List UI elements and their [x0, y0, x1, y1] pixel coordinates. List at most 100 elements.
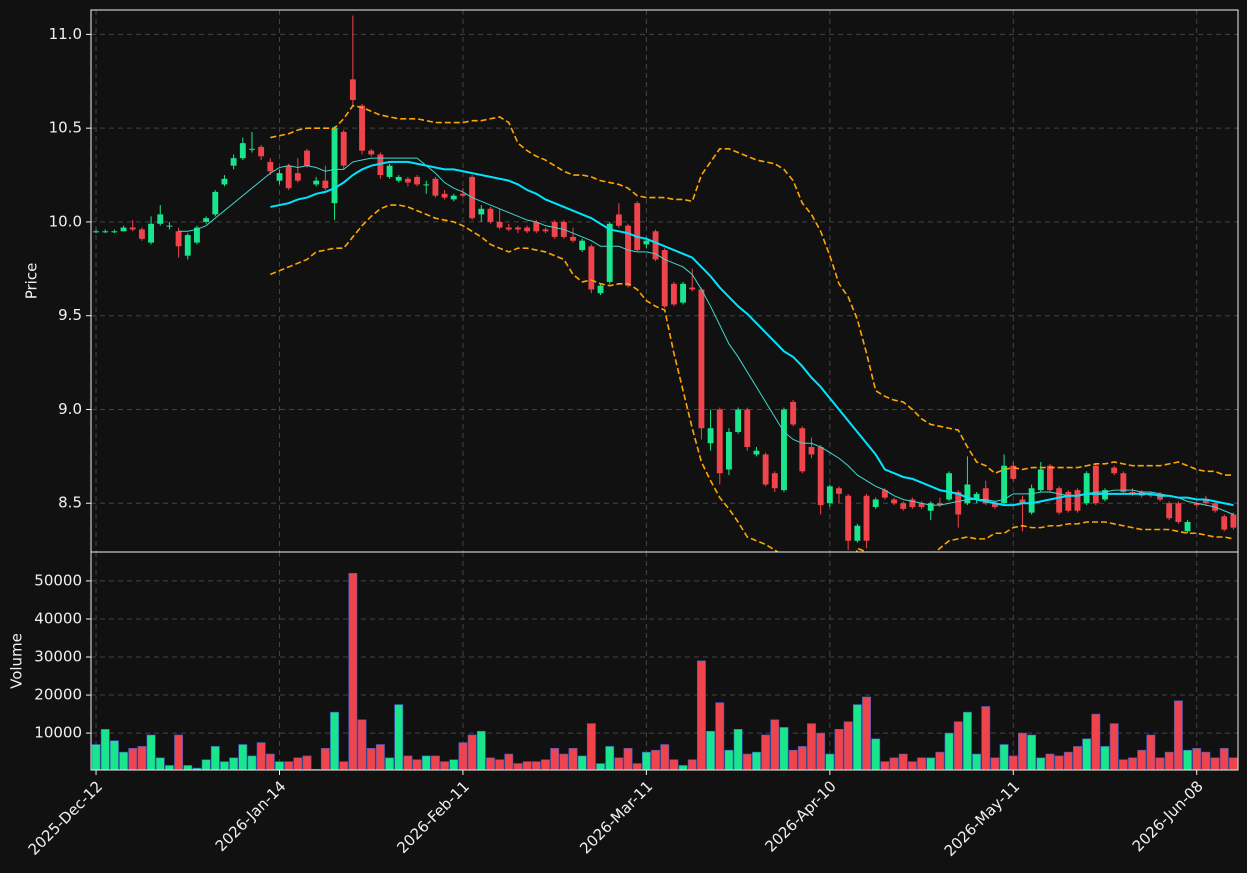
volume-bar	[467, 734, 477, 771]
candle-body	[863, 495, 870, 541]
volume-bar	[495, 759, 505, 771]
volume-bar	[293, 757, 303, 771]
candle-body	[918, 503, 925, 507]
volume-bar	[449, 759, 459, 771]
volume-bar	[522, 761, 532, 771]
x-tick-label: 2026-May-11	[941, 777, 1024, 860]
volume-bar	[660, 744, 670, 771]
x-tick-label: 2026-Mar-11	[576, 777, 656, 857]
x-tick-label: 2026-Jun-08	[1129, 777, 1207, 855]
candle-body	[395, 176, 402, 181]
volume-bar	[1146, 734, 1156, 771]
candle-body	[606, 223, 613, 282]
candle-body	[322, 180, 329, 189]
volume-bar	[1027, 734, 1037, 771]
candle-body	[175, 231, 182, 247]
candle-body	[441, 193, 448, 198]
volume-bar	[357, 719, 367, 771]
x-tick-label: 2025-Dec-12	[25, 777, 106, 858]
candle-body	[845, 495, 852, 541]
x-tick-label: 2026-Apr-10	[762, 777, 840, 855]
volume-bar	[1164, 751, 1174, 771]
volume-bar	[807, 723, 816, 771]
volume-bar	[265, 753, 275, 771]
candle-body	[1221, 516, 1228, 530]
volume-bar	[430, 755, 440, 771]
candle-body	[249, 148, 255, 150]
volume-bar	[843, 721, 853, 771]
volume-bar	[871, 738, 881, 771]
candle-body	[423, 184, 430, 186]
volume-bar	[926, 757, 936, 771]
volume-bar	[531, 761, 541, 771]
candle-body	[294, 173, 301, 181]
candle-body	[138, 229, 145, 239]
y-tick-label: 11.0	[49, 25, 82, 43]
candle-body	[615, 214, 622, 226]
candle-body	[1047, 465, 1053, 491]
volume-bar	[715, 702, 725, 771]
candle-body	[542, 229, 549, 232]
volume-bar	[1091, 713, 1101, 771]
candle-body	[313, 180, 320, 185]
candle-body	[331, 128, 338, 204]
y-tick-label: 30000	[34, 648, 82, 666]
candle-body	[744, 409, 751, 447]
volume-bar	[779, 727, 789, 771]
candle-body	[1120, 473, 1127, 492]
candle-body	[680, 283, 687, 303]
volume-bar	[183, 765, 193, 771]
candle-body	[588, 246, 595, 290]
volume-bar	[458, 742, 468, 771]
volume-bar	[733, 728, 743, 771]
y-tick-label: 9.5	[58, 306, 82, 324]
volume-bar	[339, 761, 349, 771]
volume-bar	[541, 759, 550, 771]
candle-body	[157, 214, 164, 224]
volume-bar	[742, 753, 752, 771]
y-tick-label: 10000	[34, 724, 82, 742]
candle-body	[111, 231, 118, 233]
volume-bar	[155, 757, 165, 771]
volume-bar	[256, 742, 266, 771]
volume-bar	[348, 573, 358, 771]
volume-bar	[623, 748, 633, 771]
candle-body	[808, 446, 815, 455]
volume-bar	[247, 755, 257, 771]
y-tick-label: 40000	[34, 609, 82, 627]
candle-body	[1037, 469, 1044, 491]
volume-bar	[1063, 751, 1073, 771]
volume-bar	[476, 730, 486, 771]
volume-bar	[1054, 755, 1064, 771]
candle-body	[203, 218, 210, 222]
y-tick-label: 8.5	[58, 494, 82, 512]
volume-bar	[1118, 759, 1128, 771]
volume-bar	[788, 749, 798, 771]
volume-bar	[981, 706, 991, 771]
volume-bar	[596, 763, 605, 771]
volume-bar	[174, 734, 184, 771]
volume-bar	[1045, 753, 1055, 771]
candle-body	[726, 431, 732, 470]
y-tick-label: 20000	[34, 686, 82, 704]
candle-body	[102, 231, 109, 233]
candle-body	[753, 450, 760, 455]
candle-body	[991, 503, 998, 507]
candle-body	[496, 221, 503, 228]
volume-bar	[632, 763, 642, 771]
candle-body	[505, 227, 512, 230]
candle-body	[597, 285, 604, 294]
candle-body	[1028, 488, 1035, 513]
candle-body	[1010, 465, 1017, 479]
volume-bar	[605, 746, 615, 771]
volume-bar	[669, 759, 679, 771]
candle-body	[799, 428, 806, 472]
volume-bar	[1073, 746, 1082, 771]
volume-bar	[550, 748, 560, 771]
y-tick-label: 50000	[34, 571, 82, 589]
volume-bar	[486, 757, 495, 771]
candle-body	[340, 131, 347, 166]
candle-body	[432, 178, 439, 196]
candle-body	[184, 235, 191, 256]
